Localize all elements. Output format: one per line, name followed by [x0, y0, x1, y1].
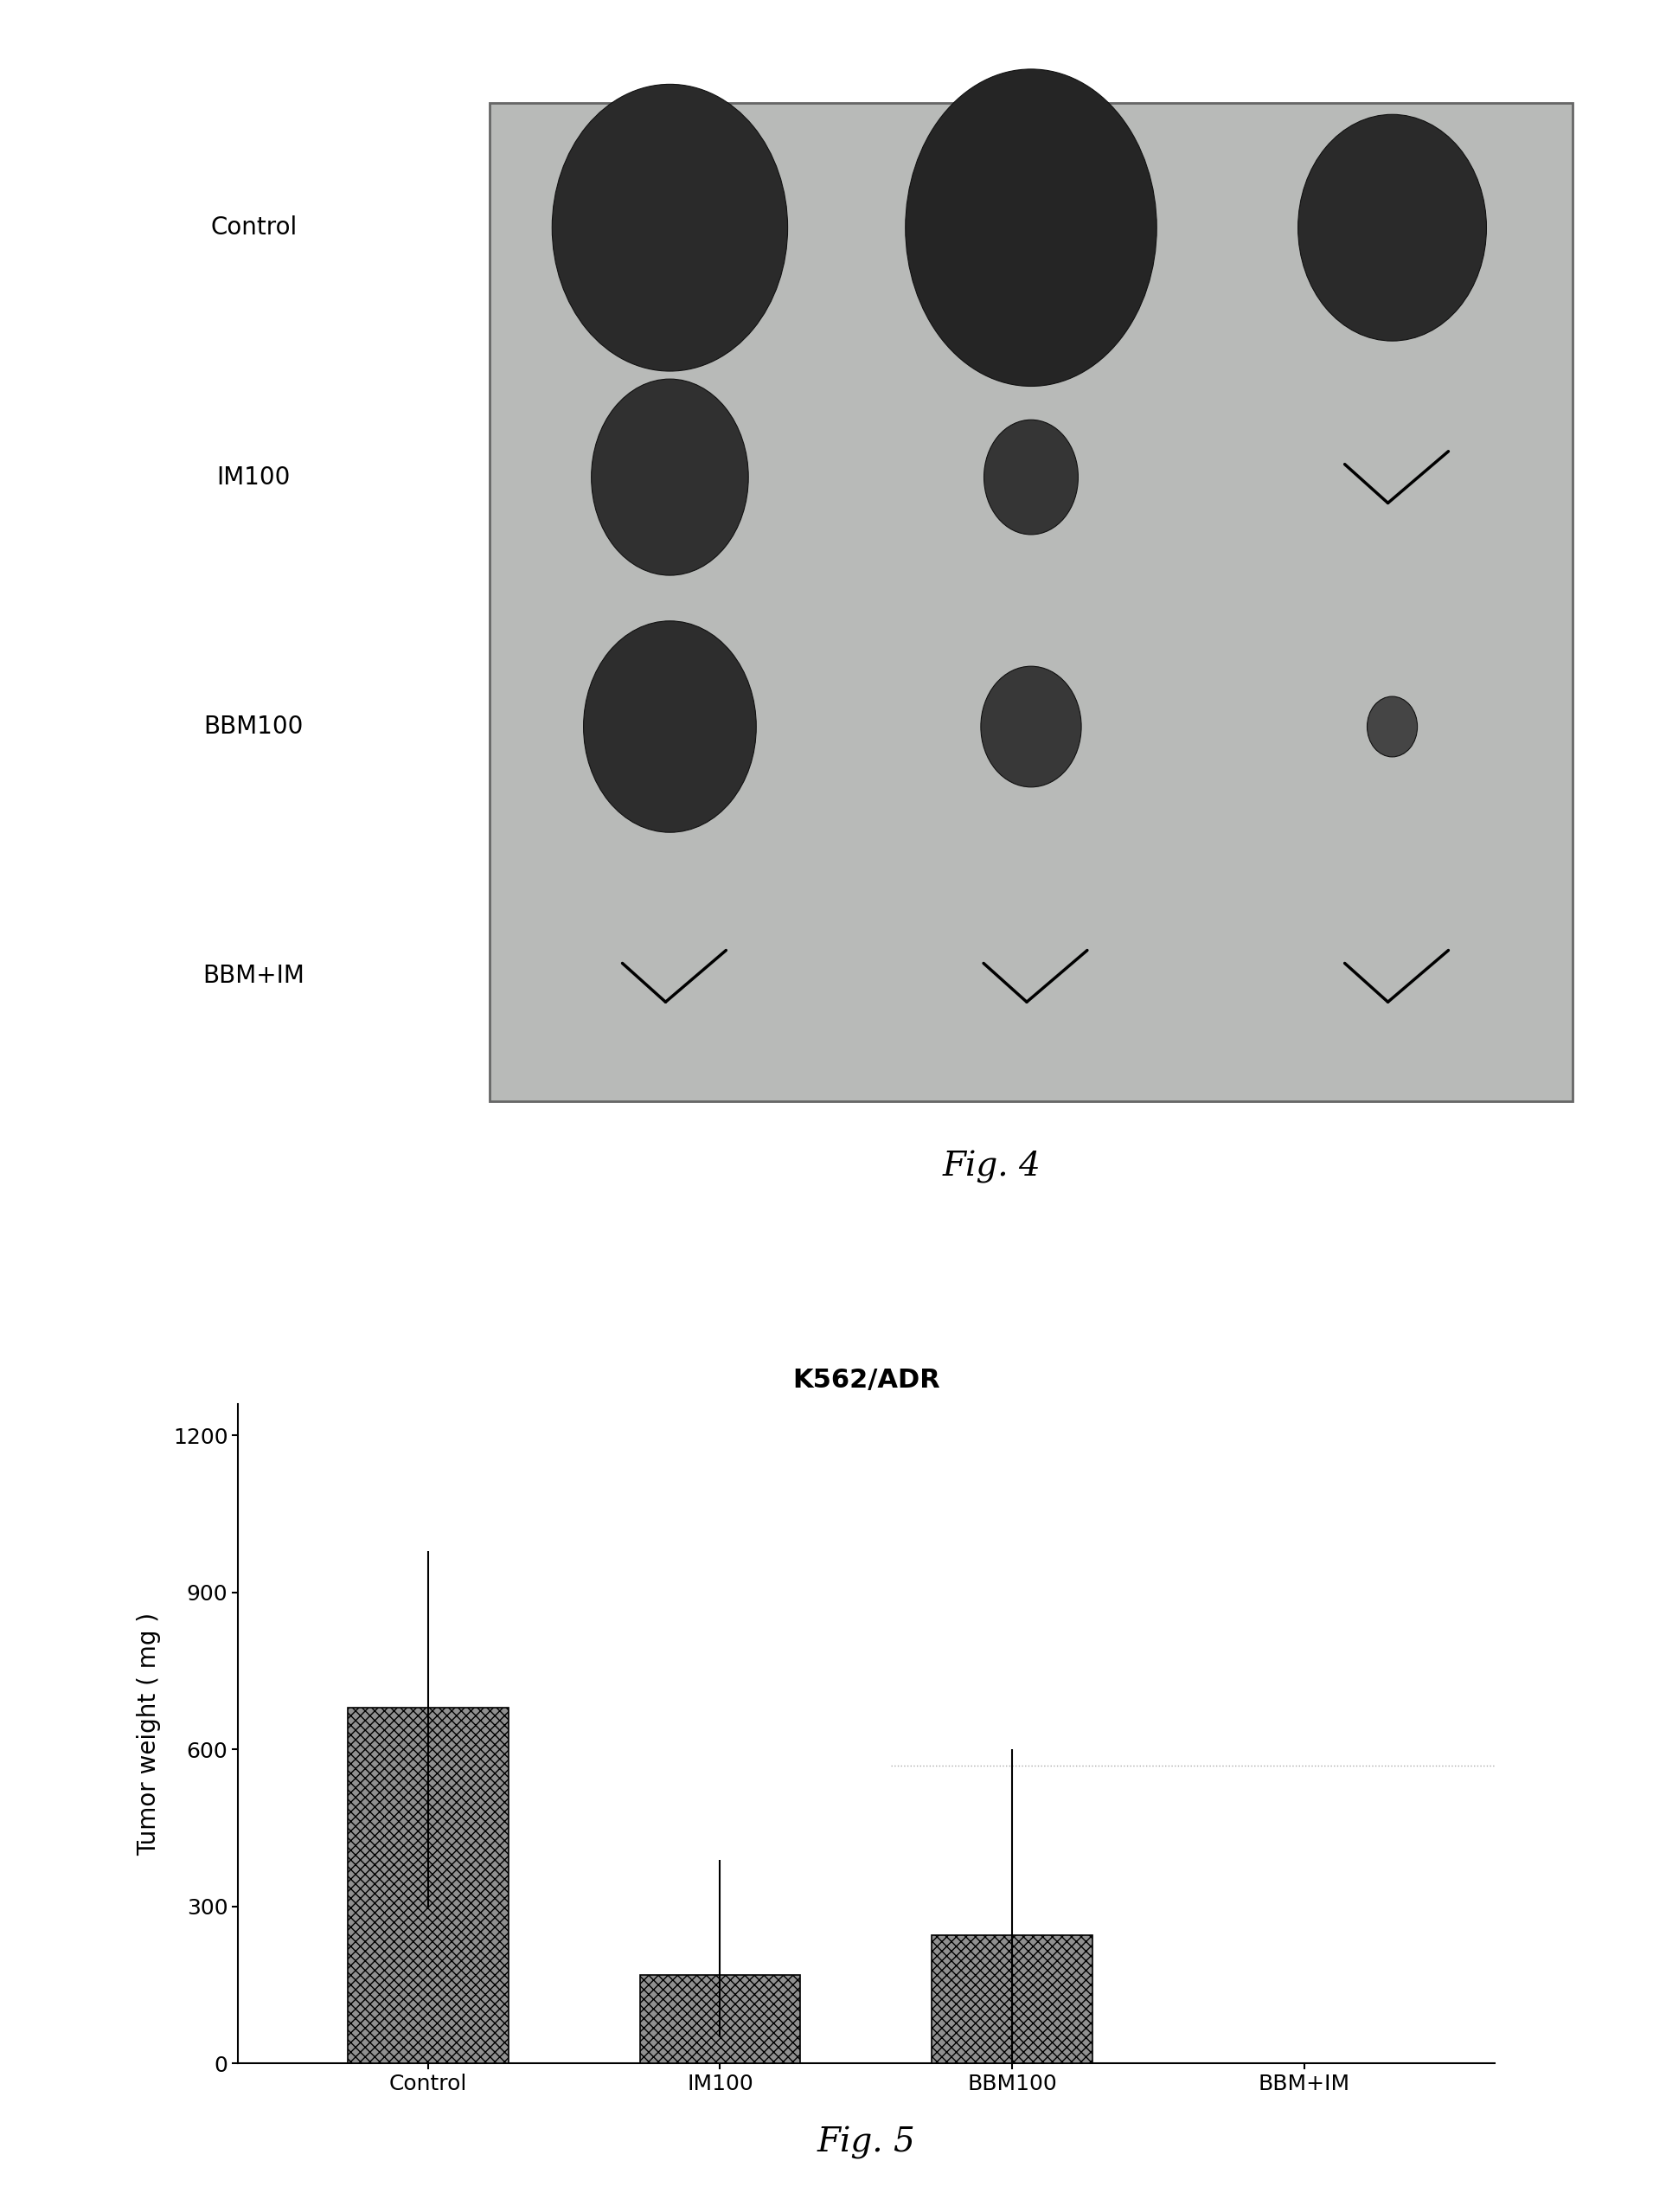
- Ellipse shape: [984, 420, 1078, 535]
- Ellipse shape: [980, 666, 1081, 787]
- Text: BBM+IM: BBM+IM: [203, 964, 304, 989]
- Ellipse shape: [1298, 115, 1486, 341]
- Ellipse shape: [584, 622, 757, 832]
- Text: Fig. 4: Fig. 4: [942, 1150, 1041, 1183]
- Text: IM100: IM100: [217, 465, 291, 489]
- Ellipse shape: [552, 84, 788, 372]
- Ellipse shape: [906, 69, 1157, 387]
- Ellipse shape: [1367, 697, 1417, 757]
- Text: Control: Control: [210, 215, 298, 239]
- Text: Fig. 5: Fig. 5: [817, 2126, 916, 2159]
- Ellipse shape: [592, 378, 749, 575]
- Bar: [489, 104, 1574, 1102]
- Text: BBM100: BBM100: [203, 714, 304, 739]
